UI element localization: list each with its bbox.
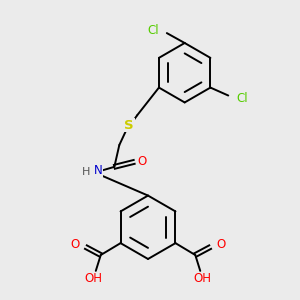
- Text: S: S: [124, 119, 134, 132]
- Text: O: O: [71, 238, 80, 250]
- Text: Cl: Cl: [236, 92, 248, 105]
- Text: OH: OH: [193, 272, 211, 285]
- Text: O: O: [216, 238, 225, 250]
- Text: O: O: [137, 155, 147, 168]
- Text: H: H: [82, 167, 91, 177]
- Text: N: N: [94, 164, 103, 177]
- Text: Cl: Cl: [147, 24, 159, 37]
- Text: OH: OH: [85, 272, 103, 285]
